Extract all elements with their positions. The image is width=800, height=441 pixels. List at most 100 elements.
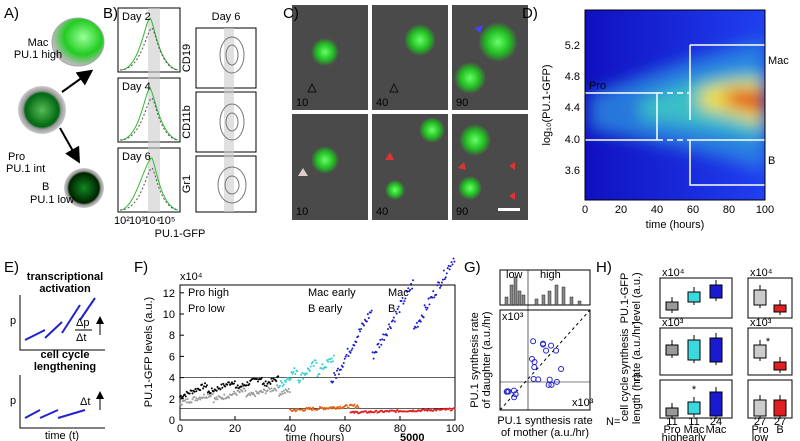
label: transcriptional <box>27 271 103 283</box>
point <box>449 265 452 268</box>
label: p <box>10 315 16 327</box>
point <box>402 302 405 305</box>
point <box>241 390 244 393</box>
label: PU.1 synthesis rate <box>469 312 481 407</box>
point <box>435 293 438 296</box>
point <box>184 395 187 398</box>
point <box>314 359 317 362</box>
label: Mac <box>28 37 49 49</box>
point <box>230 381 233 384</box>
point <box>207 390 210 393</box>
point <box>350 349 353 352</box>
point <box>295 409 298 412</box>
point <box>504 388 511 395</box>
point <box>432 290 435 293</box>
point <box>180 403 183 406</box>
point <box>338 407 341 410</box>
point <box>280 393 283 396</box>
point <box>330 357 333 360</box>
point <box>444 276 447 279</box>
flow-panels <box>117 7 257 213</box>
point <box>426 306 429 309</box>
point <box>256 380 259 383</box>
point <box>321 407 324 410</box>
point <box>288 391 291 394</box>
point <box>336 369 339 372</box>
category-label: low <box>752 432 769 441</box>
point <box>307 406 310 409</box>
label: p <box>10 395 16 407</box>
label: x10³ <box>502 311 524 323</box>
point <box>360 328 363 331</box>
point <box>318 373 321 376</box>
point <box>332 380 335 383</box>
point <box>204 385 207 388</box>
point <box>281 392 284 395</box>
panel-label: F) <box>134 259 148 276</box>
point <box>446 267 449 270</box>
point <box>263 389 266 392</box>
point <box>296 370 299 373</box>
point <box>531 364 538 371</box>
label: cell cycle <box>41 349 90 361</box>
label: B <box>768 155 775 167</box>
n-label: 11 <box>666 416 677 428</box>
point <box>391 319 394 322</box>
point <box>335 407 338 410</box>
point <box>333 371 336 374</box>
point <box>408 290 411 293</box>
label: PU.1-GFP levels (a.u.) <box>143 297 155 407</box>
box <box>687 339 701 361</box>
point <box>231 392 234 395</box>
point <box>303 373 306 376</box>
point <box>219 388 222 391</box>
point <box>558 365 565 372</box>
panel-box <box>747 327 793 376</box>
point <box>202 387 205 390</box>
point <box>216 398 219 401</box>
label: 5000 <box>400 432 424 441</box>
point <box>322 368 325 371</box>
point <box>403 300 406 303</box>
point <box>266 389 269 392</box>
box <box>665 344 679 356</box>
hist-bar <box>517 290 522 306</box>
point <box>357 406 360 409</box>
point <box>264 380 267 383</box>
x-tick-label: 10⁵ <box>159 215 176 227</box>
point <box>272 389 275 392</box>
point <box>256 378 258 381</box>
point <box>309 365 312 368</box>
point <box>219 395 222 398</box>
panel-label: H) <box>596 259 612 276</box>
point <box>191 392 194 395</box>
x-tick-label: 40 <box>651 204 663 216</box>
point <box>302 377 305 380</box>
point <box>380 343 383 346</box>
point <box>214 398 217 401</box>
label: lengthening <box>34 361 96 373</box>
point <box>194 399 197 402</box>
point <box>190 401 193 404</box>
point <box>359 330 362 333</box>
day-label: Day 6 <box>122 151 151 163</box>
label: x10⁴ <box>750 267 773 279</box>
box <box>687 291 701 303</box>
point <box>370 309 373 312</box>
point <box>356 410 359 413</box>
point <box>540 340 547 347</box>
point <box>367 316 370 319</box>
point <box>546 376 553 383</box>
point <box>222 398 225 401</box>
point <box>422 316 425 319</box>
point <box>195 390 198 393</box>
point <box>377 342 380 345</box>
point <box>186 398 189 401</box>
point <box>183 393 186 396</box>
point <box>241 382 244 385</box>
point <box>211 393 214 396</box>
point <box>447 264 450 267</box>
legend-label: Pro low <box>188 303 225 315</box>
label: time (t) <box>45 430 79 441</box>
micrographs <box>292 5 528 220</box>
